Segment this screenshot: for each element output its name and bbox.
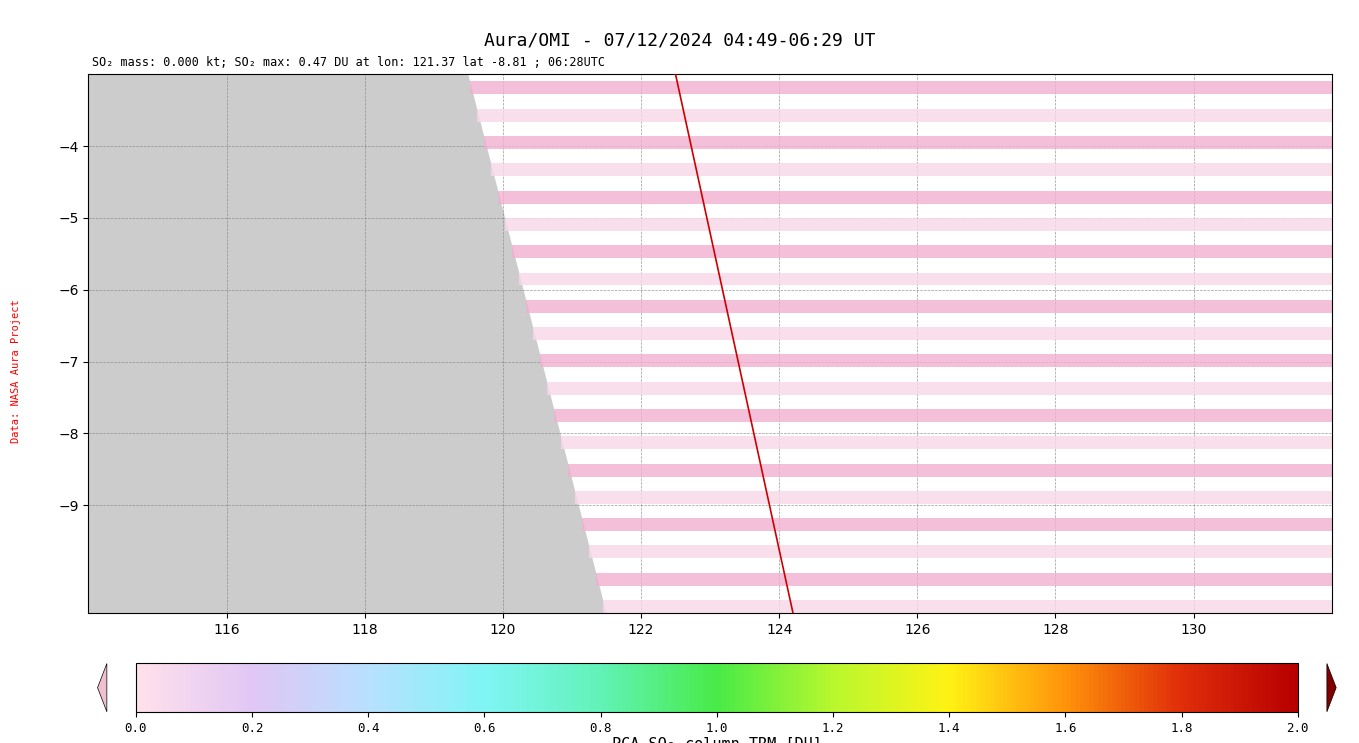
Bar (561, 436, 1332, 450)
Bar (603, 600, 1332, 613)
Bar (582, 518, 1332, 531)
Polygon shape (88, 74, 606, 613)
FancyArrow shape (1326, 663, 1336, 712)
Bar (512, 245, 1332, 258)
Bar (548, 382, 1332, 395)
Bar (477, 108, 1332, 122)
FancyArrow shape (98, 663, 107, 712)
Bar (499, 191, 1332, 204)
Bar (554, 409, 1332, 422)
Bar (590, 545, 1332, 559)
Bar (575, 491, 1332, 504)
X-axis label: PCA SO₂ column TRM [DU]: PCA SO₂ column TRM [DU] (612, 737, 822, 743)
Text: SO₂ mass: 0.000 kt; SO₂ max: 0.47 DU at lon: 121.37 lat -8.81 ; 06:28UTC: SO₂ mass: 0.000 kt; SO₂ max: 0.47 DU at … (92, 56, 605, 69)
Bar (491, 163, 1332, 176)
Bar (533, 327, 1332, 340)
Bar (470, 82, 1332, 94)
Bar (519, 273, 1332, 285)
Text: Aura/OMI - 07/12/2024 04:49-06:29 UT: Aura/OMI - 07/12/2024 04:49-06:29 UT (484, 31, 875, 49)
Bar (568, 464, 1332, 476)
Bar (484, 136, 1332, 149)
Bar (540, 354, 1332, 367)
Bar (526, 300, 1332, 313)
Bar (597, 573, 1332, 585)
Bar (506, 218, 1332, 231)
Text: Data: NASA Aura Project: Data: NASA Aura Project (11, 299, 22, 444)
